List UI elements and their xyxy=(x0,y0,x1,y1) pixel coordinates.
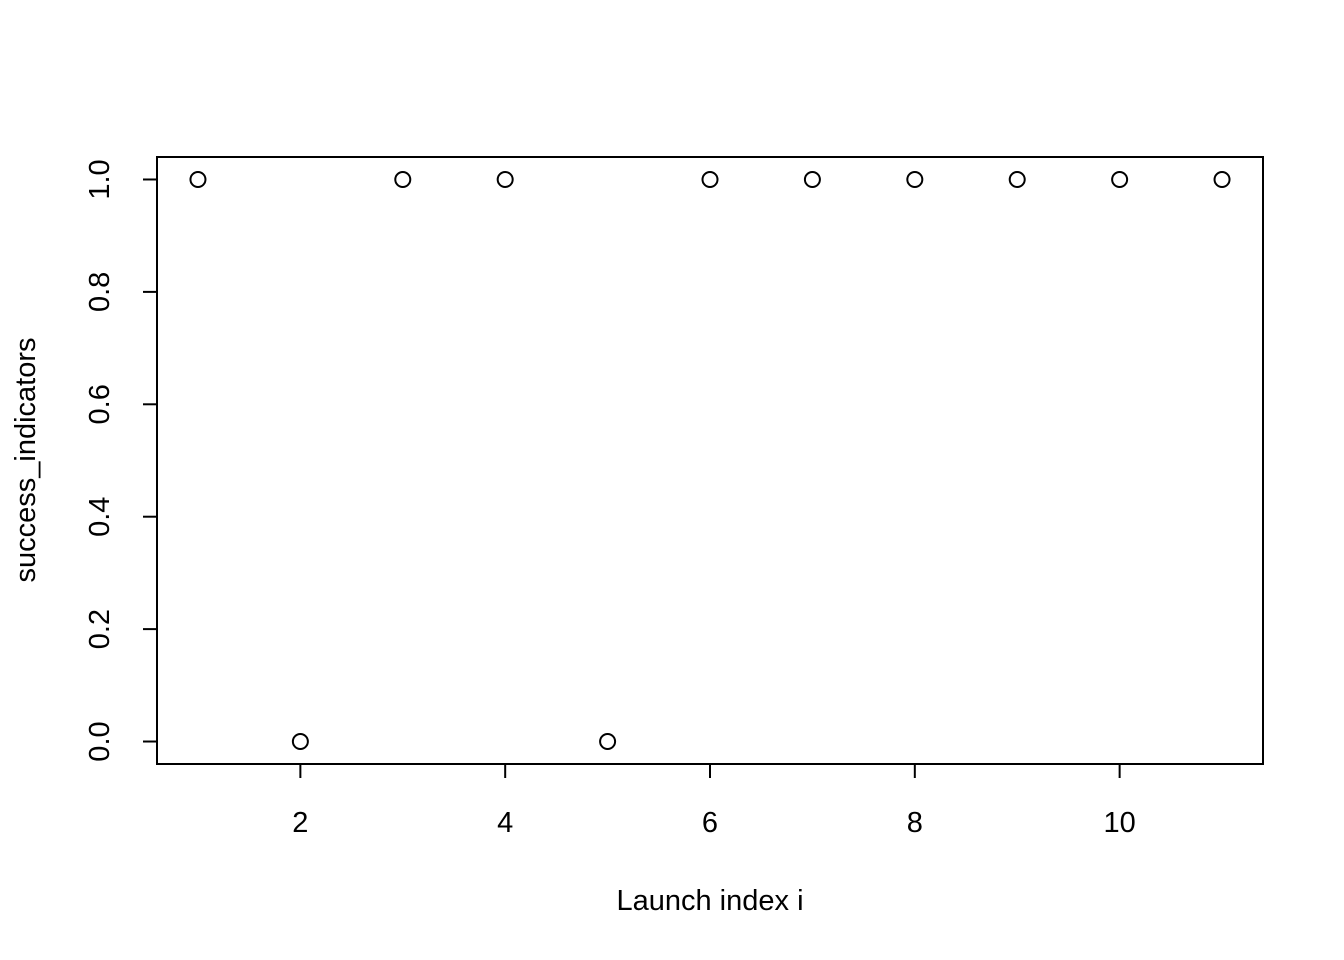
data-point xyxy=(1111,170,1129,188)
x-axis: 2 4 6 8 10 xyxy=(292,763,1136,839)
y-tick-label: 0.4 xyxy=(84,497,116,537)
y-axis: 0.0 0.2 0.4 0.6 0.8 1.0 xyxy=(84,159,158,762)
data-point xyxy=(599,733,617,751)
x-tick-label: 10 xyxy=(1103,807,1135,839)
y-axis-title: success_indicators xyxy=(10,338,42,583)
x-tick-label: 8 xyxy=(907,807,923,839)
y-tick-label: 0.0 xyxy=(84,721,116,761)
x-tick-label: 2 xyxy=(292,807,308,839)
y-tick-label: 0.8 xyxy=(84,272,116,312)
data-point xyxy=(906,170,924,188)
y-tick-label: 0.6 xyxy=(84,384,116,424)
data-point xyxy=(394,170,412,188)
x-axis-title: Launch index i xyxy=(616,885,803,917)
data-point xyxy=(1213,170,1231,188)
x-tick-label: 6 xyxy=(702,807,718,839)
data-point xyxy=(701,170,719,188)
y-tick-label: 0.2 xyxy=(84,609,116,649)
data-point xyxy=(189,170,207,188)
y-tick-label: 1.0 xyxy=(84,159,116,199)
data-point xyxy=(291,733,309,751)
data-point xyxy=(803,170,821,188)
data-points xyxy=(189,170,1231,751)
data-point xyxy=(1008,170,1026,188)
data-point xyxy=(496,170,514,188)
x-tick-label: 4 xyxy=(497,807,513,839)
plot-frame xyxy=(156,156,1264,765)
